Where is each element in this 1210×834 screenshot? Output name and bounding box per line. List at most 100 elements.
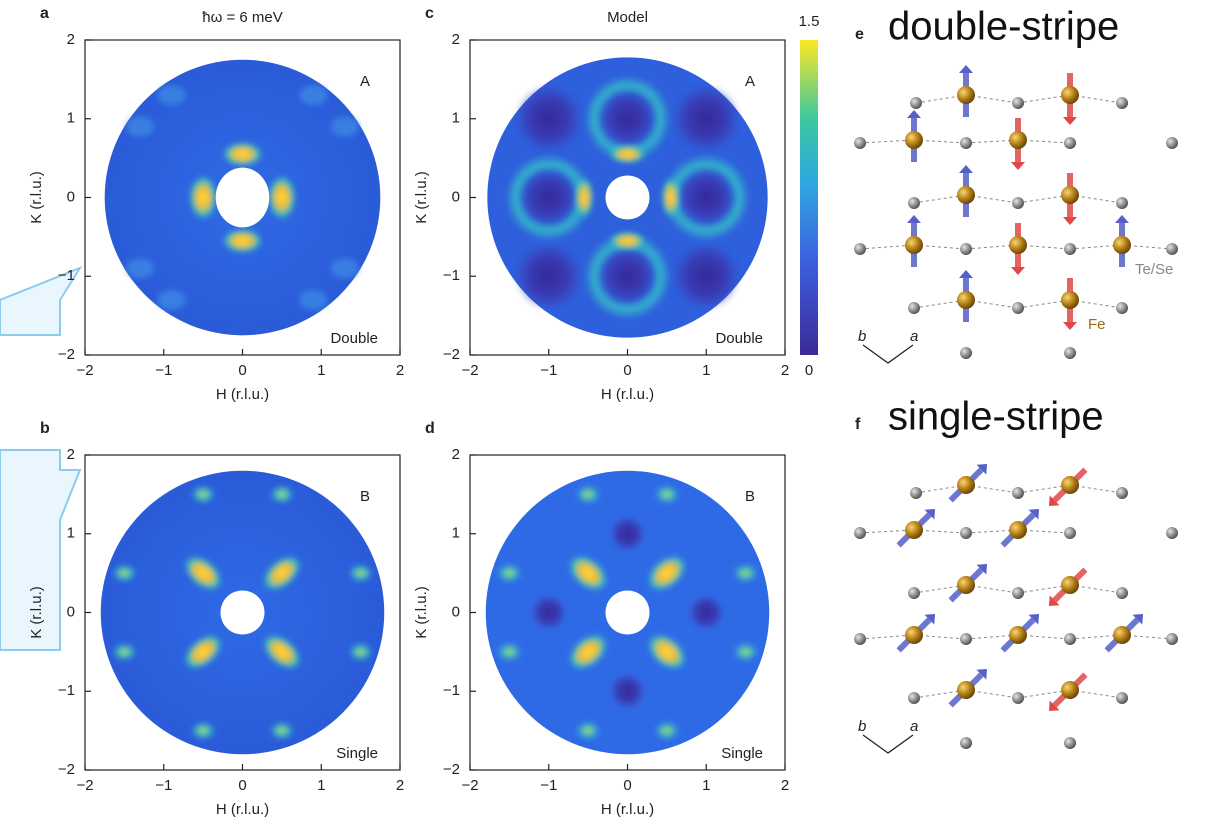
fe-atom <box>905 626 923 644</box>
panel-letter: f <box>855 416 861 433</box>
fe-atom <box>1061 576 1079 594</box>
fe-atom <box>905 131 923 149</box>
panel-letter: e <box>855 26 864 43</box>
panel-letter: c <box>425 5 434 22</box>
diagram-title: single-stripe <box>888 395 1104 439</box>
weak-spot <box>733 642 758 661</box>
diagram-title: double-stripe <box>888 5 1119 49</box>
fe-atom <box>1009 626 1027 644</box>
hole <box>605 590 650 635</box>
fe-atom <box>905 521 923 539</box>
fe-atom <box>1061 681 1079 699</box>
weak-spot <box>191 485 216 504</box>
y-axis-label: K (r.l.u.) <box>28 586 45 639</box>
x-axis-label: H (r.l.u.) <box>601 386 654 403</box>
te-se-atom <box>1166 243 1178 255</box>
fe-atom <box>1061 86 1079 104</box>
x-axis-label: H (r.l.u.) <box>601 801 654 818</box>
intensity-spot <box>569 634 608 670</box>
te-se-atom <box>1064 527 1076 539</box>
spin-head <box>1049 495 1060 506</box>
spin-head <box>1063 117 1077 125</box>
te-se-atom <box>854 633 866 645</box>
spin-head <box>1028 509 1039 520</box>
panel-title: ħω = 6 meV <box>202 9 283 26</box>
te-se-atom <box>1012 692 1024 704</box>
intensity-spot <box>661 177 680 218</box>
te-se-atom <box>1116 302 1128 314</box>
weak-spot <box>191 721 216 740</box>
weak-spot <box>269 721 294 740</box>
panel: −2−2 −1 −1 0 0 1 1 2 2 H (r.l.u.) K (r.l.u.) b B Sing… <box>28 420 404 818</box>
dark-region <box>515 85 582 152</box>
dark-region <box>688 595 724 630</box>
x-tick-label: −1 <box>155 362 172 379</box>
te-se-atom <box>854 137 866 149</box>
te-se-atom <box>960 633 972 645</box>
x-tick-label: 2 <box>781 777 789 794</box>
weak-spot <box>299 85 328 106</box>
spin-head <box>976 464 987 475</box>
domain-tag: Single <box>721 745 763 762</box>
colorbar-tick-label: 0 <box>805 362 813 379</box>
y-tick-label: −2 <box>58 761 75 778</box>
dark-region <box>599 247 656 305</box>
y-tick-label: 2 <box>67 446 75 463</box>
hole <box>220 590 265 635</box>
te-se-atom <box>908 302 920 314</box>
y-tick-label: −1 <box>58 267 75 284</box>
spin-head <box>1132 614 1143 625</box>
y-tick-label: 0 <box>67 603 75 620</box>
te-se-atom <box>1116 197 1128 209</box>
spin-head <box>1115 215 1129 223</box>
axis-arrows <box>862 344 914 364</box>
corner-label: B <box>745 488 755 505</box>
axis-label: b <box>858 328 866 345</box>
axis-label: a <box>910 718 918 735</box>
weak-spot <box>497 642 522 661</box>
dark-region <box>673 243 740 310</box>
weak-spot <box>299 289 328 310</box>
panel: −2−2 −1 −1 0 0 1 1 2 2 H (r.l.u.) K (r.l.u.) a ħω = … <box>28 5 404 403</box>
spin-head <box>959 270 973 278</box>
spin-head <box>1063 217 1077 225</box>
fe-atom <box>1009 521 1027 539</box>
domain-tag: Double <box>715 330 763 347</box>
weak-spot <box>654 485 679 504</box>
x-tick-label: 2 <box>396 362 404 379</box>
te-se-atom <box>910 487 922 499</box>
y-tick-label: 2 <box>452 446 460 463</box>
weak-spot <box>269 485 294 504</box>
te-se-atom <box>1064 347 1076 359</box>
y-tick-label: 2 <box>452 31 460 48</box>
te-se-atom <box>1064 633 1076 645</box>
weak-spot <box>112 564 137 583</box>
spin-head <box>959 165 973 173</box>
domain-tag: Double <box>330 330 378 347</box>
x-tick-label: 1 <box>702 362 710 379</box>
te-se-atom <box>960 137 972 149</box>
intensity-spot <box>184 555 222 591</box>
fe-atom <box>1009 236 1027 254</box>
panel-title: Model <box>607 9 648 26</box>
atom-label: Fe <box>1088 316 1106 333</box>
intensity-spot <box>647 555 686 591</box>
hole <box>215 167 270 228</box>
axis-label: b <box>858 718 866 735</box>
panel-letter: a <box>40 5 49 22</box>
te-se-atom <box>910 97 922 109</box>
x-tick-label: 2 <box>396 777 404 794</box>
te-se-atom <box>1166 633 1178 645</box>
weak-spot <box>348 564 373 583</box>
te-se-atom <box>960 347 972 359</box>
weak-spot <box>348 642 373 661</box>
te-se-atom <box>1012 197 1024 209</box>
te-se-atom <box>908 692 920 704</box>
dark-region <box>677 169 735 226</box>
weak-spot <box>497 564 522 583</box>
intensity-spot <box>647 634 686 670</box>
dark-region <box>531 595 567 630</box>
x-tick-label: 0 <box>623 777 631 794</box>
spin-head <box>1011 162 1025 170</box>
dark-region <box>599 90 656 148</box>
